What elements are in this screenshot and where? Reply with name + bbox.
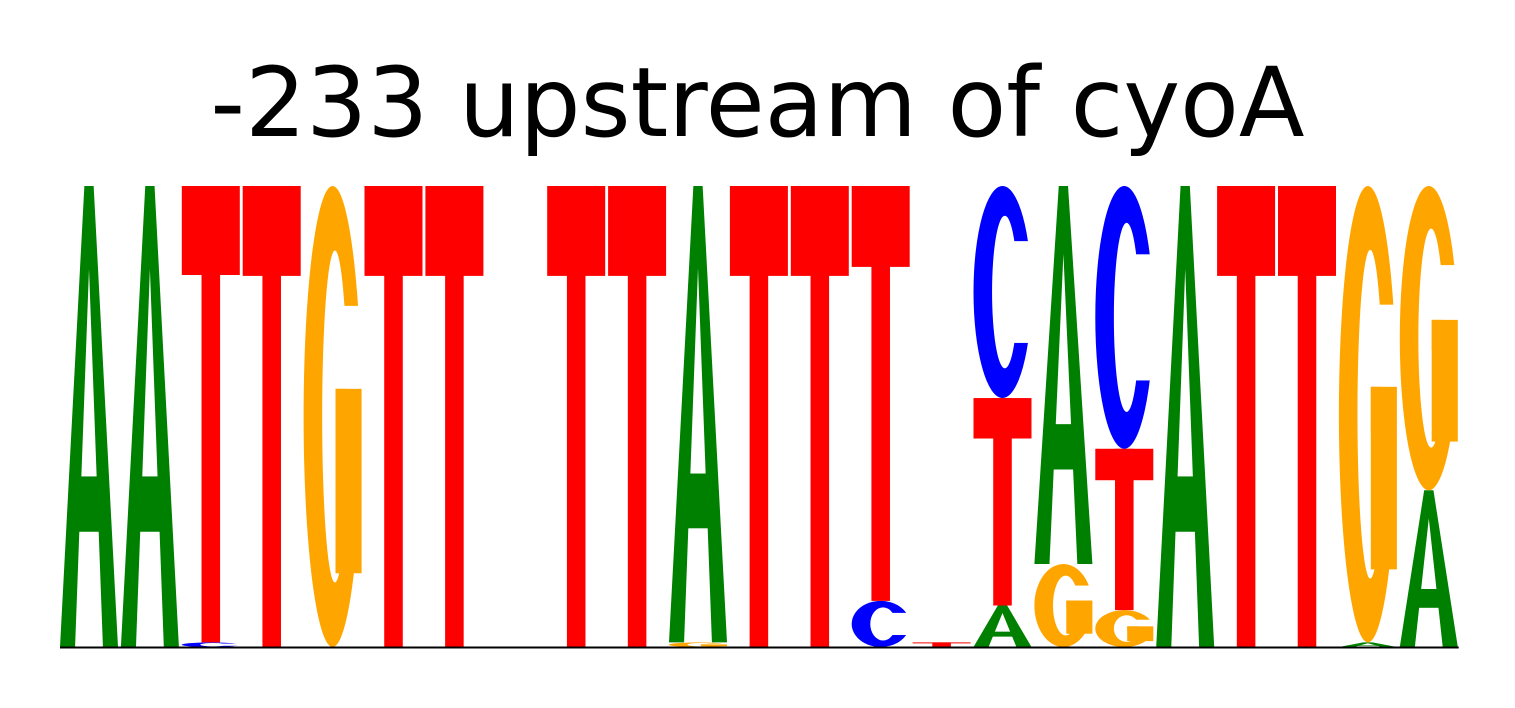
letter-C-pos3 bbox=[181, 642, 241, 647]
letter-T-pos20 bbox=[1217, 186, 1276, 647]
letter-G-pos18 bbox=[1095, 610, 1155, 647]
letter-T-pos3 bbox=[181, 186, 240, 643]
letter-T-pos10 bbox=[608, 186, 667, 647]
letter-T-pos15 bbox=[912, 642, 971, 647]
letter-A-pos16 bbox=[973, 605, 1032, 647]
letter-C-pos16 bbox=[973, 186, 1033, 399]
letter-A-pos17 bbox=[1034, 186, 1093, 565]
letter-G-pos22 bbox=[1338, 186, 1399, 643]
letter-T-pos13 bbox=[790, 186, 849, 647]
letter-T-pos12 bbox=[729, 186, 788, 647]
letter-A-pos19 bbox=[1156, 186, 1215, 647]
letter-A-pos11 bbox=[669, 186, 727, 643]
letter-A-pos1 bbox=[60, 186, 118, 647]
letter-T-pos9 bbox=[547, 186, 606, 647]
letter-G-pos23 bbox=[1399, 186, 1459, 491]
letter-C-pos14 bbox=[851, 600, 911, 647]
letter-T-pos14 bbox=[851, 186, 910, 601]
letter-C-pos18 bbox=[1095, 186, 1155, 449]
logo-letters bbox=[60, 186, 1459, 647]
letter-T-pos4 bbox=[242, 186, 301, 647]
letter-T-pos7 bbox=[425, 186, 484, 647]
chart-title: -233 upstream of cyoA bbox=[210, 47, 1305, 159]
letter-T-pos21 bbox=[1278, 186, 1336, 647]
letter-G-pos11 bbox=[669, 642, 729, 647]
letter-G-pos5 bbox=[303, 186, 363, 647]
letter-A-pos23 bbox=[1399, 490, 1458, 647]
letter-A-pos22 bbox=[1338, 642, 1397, 647]
letter-A-pos2 bbox=[120, 186, 179, 647]
letter-T-pos18 bbox=[1095, 448, 1154, 611]
letter-T-pos16 bbox=[973, 398, 1032, 606]
letter-G-pos17 bbox=[1034, 564, 1094, 647]
letter-T-pos6 bbox=[364, 186, 423, 647]
